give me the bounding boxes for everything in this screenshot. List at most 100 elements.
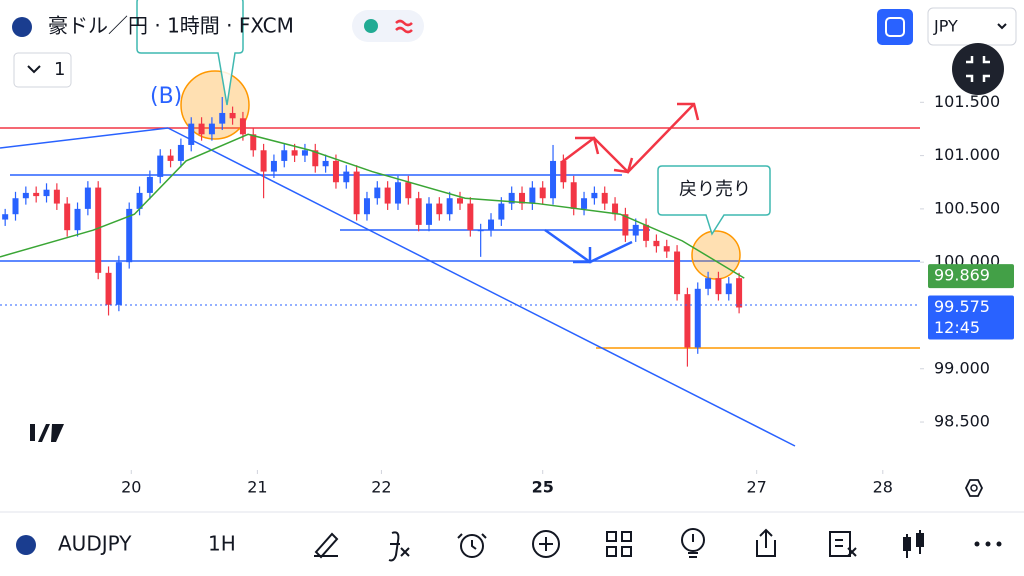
candle-body [560,160,567,183]
flag-icon [12,17,32,37]
y-tick-label: 100.500 [934,198,1000,217]
candle-body [157,155,164,177]
moving-average [0,133,745,279]
candle-body [332,160,339,183]
candle-body [136,192,143,209]
y-tick-label: 101.000 [934,145,1000,164]
more-button[interactable] [974,541,1002,547]
chevron [997,23,1007,30]
candle-body [312,150,319,167]
candle-body [384,187,391,204]
candle-body [33,192,40,197]
candle-body [488,219,495,231]
annotation: (B) [150,84,182,109]
candle-body [22,192,29,199]
candle-body [270,160,277,172]
candle-body [570,182,577,209]
price-label-box [928,295,1014,340]
candle-body [477,230,484,232]
toolbar-interval[interactable]: 1H [208,532,236,556]
x-tick-label: 22 [371,478,391,497]
x-tick-label: 27 [746,478,766,497]
candle-body [663,246,670,252]
settings-button[interactable] [964,479,984,497]
candle-body [239,118,246,135]
candle-body [591,192,598,199]
candle-body [322,160,329,167]
candle-body [436,203,443,215]
candle-body [405,182,412,199]
countdown: 12:45 [934,318,980,337]
candle-body [43,189,50,197]
x-tick-label: 20 [121,478,141,497]
candle-body [250,134,257,151]
candle-body [74,208,81,231]
candle-body [281,150,288,161]
price-label: 99.869 [934,266,990,285]
candle-body [84,187,91,209]
candle-body [229,112,236,119]
delay-icon [395,19,413,34]
toolbar-icons[interactable] [314,528,924,562]
candle-body [363,198,370,215]
candle-body [208,123,215,135]
flag-icon [16,535,36,555]
candle-body [715,278,722,295]
candle-body [2,214,9,220]
candle-body [188,123,195,145]
candle-body [374,187,381,199]
candle-body [498,203,505,220]
candle-body [167,155,174,161]
candle-body [736,278,743,308]
drawings [0,70,920,447]
toolbar-symbol[interactable]: AUDJPY [58,532,132,556]
x-tick-label: 25 [532,478,554,497]
candle-body [550,160,557,199]
interval-button[interactable] [13,52,72,88]
status-pill[interactable] [352,10,424,42]
candle-body [177,144,184,161]
fullscreen-button[interactable] [877,9,913,45]
symbol-title[interactable]: 豪ドル／円 · 1時間 · FXCM [48,14,294,38]
candle-body [146,176,153,193]
candle-body [446,198,453,215]
candle-body [508,192,515,204]
candle-body [105,272,112,305]
candle-body [643,224,650,241]
candle-body [343,171,350,183]
logo [18,424,64,442]
currency-label: JPY [933,17,958,36]
candle-body [519,192,526,204]
market-open-dot [364,19,378,33]
candle-body [705,278,712,289]
candle-body [115,262,122,305]
candle-body [539,187,546,199]
candle-body [612,203,619,215]
candle-body [219,112,226,124]
candle-body [260,150,267,172]
candle-body [415,198,422,225]
candle-body [694,288,701,348]
price-label: 99.575 [934,297,990,316]
candle-body [53,189,60,204]
candle-body [64,203,71,231]
collapse-button[interactable] [952,43,1004,95]
settings-icon [970,484,978,492]
y-tick-label: 98.500 [934,412,990,431]
candle-body [725,283,732,295]
candle-body [12,198,19,215]
candle-body [425,203,432,225]
candle-body [467,203,474,231]
candle-body [653,240,660,247]
plot-area [0,96,745,367]
candle-body [353,171,360,215]
fullscreen-icon [885,17,905,37]
y-tick-label: 99.000 [934,358,990,377]
candle-body [684,294,691,348]
price-label-box [928,264,1014,289]
annotation: 戻り売り [679,179,751,200]
candle-body [394,182,401,204]
candle-body [198,123,205,135]
candle-body [291,150,298,156]
x-tick-label: 28 [873,478,893,497]
